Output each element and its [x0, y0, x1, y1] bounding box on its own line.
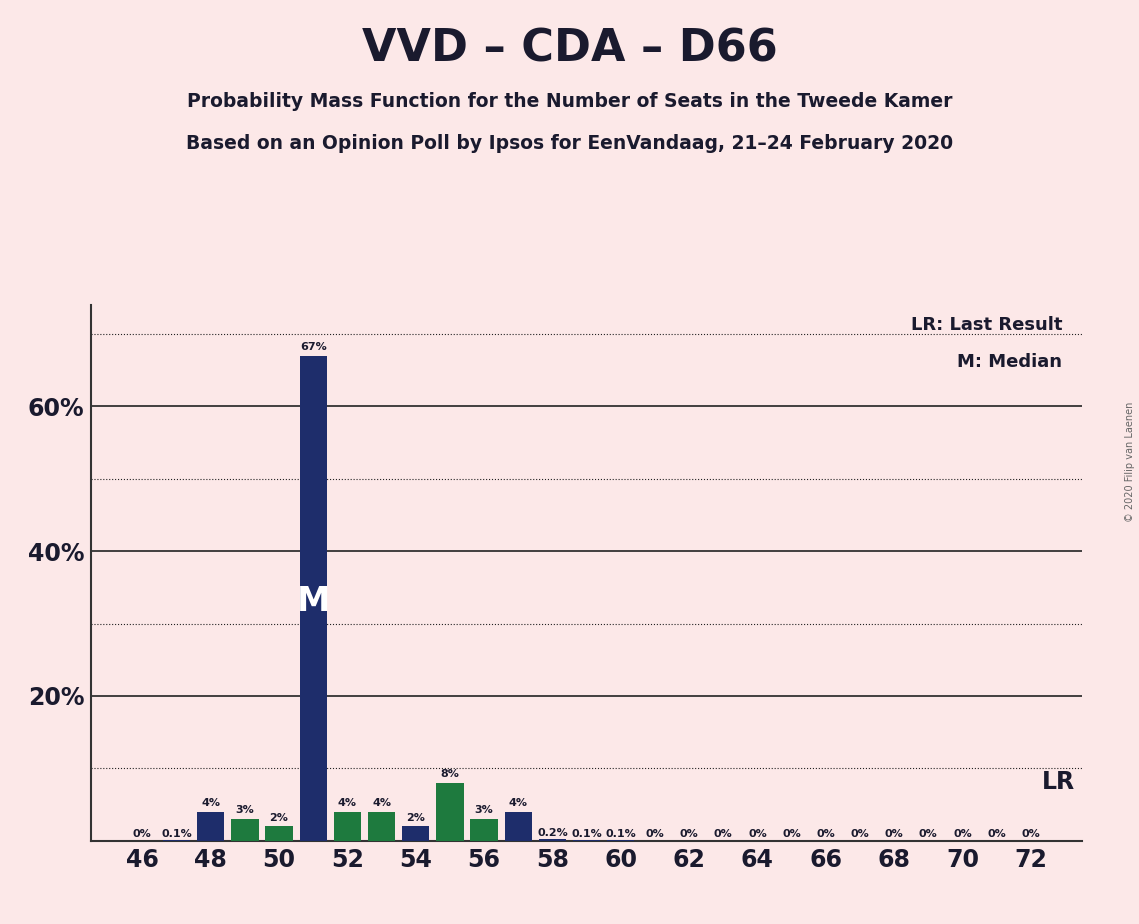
- Text: 0%: 0%: [851, 830, 869, 839]
- Text: 0%: 0%: [919, 830, 937, 839]
- Bar: [300, 356, 327, 841]
- Text: 2%: 2%: [407, 813, 425, 822]
- Text: 8%: 8%: [441, 770, 459, 779]
- Text: 2%: 2%: [270, 813, 288, 822]
- Text: 0.1%: 0.1%: [606, 829, 636, 839]
- Bar: [436, 783, 464, 841]
- Text: VVD – CDA – D66: VVD – CDA – D66: [361, 28, 778, 71]
- Text: 0%: 0%: [714, 830, 732, 839]
- Text: 0%: 0%: [133, 830, 151, 839]
- Text: 67%: 67%: [300, 342, 327, 352]
- Text: 0.1%: 0.1%: [572, 829, 601, 839]
- Text: 0%: 0%: [988, 830, 1006, 839]
- Text: 4%: 4%: [509, 798, 527, 808]
- Text: 3%: 3%: [236, 806, 254, 816]
- Text: 3%: 3%: [475, 806, 493, 816]
- Text: 0.2%: 0.2%: [538, 828, 567, 838]
- Bar: [505, 812, 532, 841]
- Text: 4%: 4%: [202, 798, 220, 808]
- Text: 4%: 4%: [338, 798, 357, 808]
- Text: 0%: 0%: [1022, 830, 1040, 839]
- Bar: [368, 812, 395, 841]
- Text: 0%: 0%: [680, 830, 698, 839]
- Bar: [470, 819, 498, 841]
- Text: 0%: 0%: [782, 830, 801, 839]
- Text: © 2020 Filip van Laenen: © 2020 Filip van Laenen: [1125, 402, 1134, 522]
- Text: Based on an Opinion Poll by Ipsos for EenVandaag, 21–24 February 2020: Based on an Opinion Poll by Ipsos for Ee…: [186, 134, 953, 153]
- Text: 0%: 0%: [646, 830, 664, 839]
- Bar: [334, 812, 361, 841]
- Bar: [539, 839, 566, 841]
- Bar: [231, 819, 259, 841]
- Bar: [265, 826, 293, 841]
- Text: 0%: 0%: [748, 830, 767, 839]
- Text: LR: LR: [1042, 770, 1075, 794]
- Text: M: Median: M: Median: [957, 353, 1063, 371]
- Text: 0%: 0%: [953, 830, 972, 839]
- Text: LR: Last Result: LR: Last Result: [911, 316, 1063, 334]
- Text: 0%: 0%: [885, 830, 903, 839]
- Text: M: M: [296, 585, 330, 618]
- Text: Probability Mass Function for the Number of Seats in the Tweede Kamer: Probability Mass Function for the Number…: [187, 92, 952, 112]
- Text: 4%: 4%: [372, 798, 391, 808]
- Text: 0.1%: 0.1%: [162, 829, 191, 839]
- Bar: [402, 826, 429, 841]
- Bar: [197, 812, 224, 841]
- Text: 0%: 0%: [817, 830, 835, 839]
